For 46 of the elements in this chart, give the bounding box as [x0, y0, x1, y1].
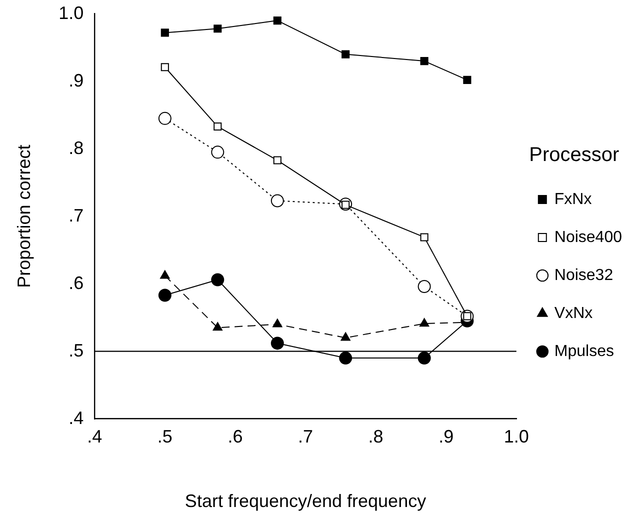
point	[339, 352, 352, 365]
point	[342, 50, 350, 58]
x-tick-label: 1.0	[504, 426, 529, 447]
point	[463, 76, 472, 84]
point	[211, 273, 224, 286]
x-tick-label: .8	[368, 426, 384, 447]
point	[270, 336, 284, 350]
y-axis-title: Proportion correct	[14, 144, 34, 288]
point	[273, 156, 282, 164]
y-tick-label: .8	[68, 138, 84, 158]
y-tick-label: .4	[68, 408, 84, 428]
legend-label: Noise32	[554, 266, 614, 284]
point	[419, 318, 430, 327]
legend-label: Mpulses	[554, 342, 614, 360]
point	[160, 270, 170, 279]
point	[212, 322, 222, 331]
point	[160, 28, 169, 37]
legend-label: FxNx	[554, 190, 592, 208]
x-tick-label: .4	[87, 426, 102, 447]
y-tick-label: .9	[68, 70, 84, 90]
point	[158, 288, 172, 302]
x-tick-label: .5	[157, 426, 172, 447]
point	[420, 233, 428, 242]
point	[272, 318, 282, 328]
x-axis-title: Start frequency/end frequency	[184, 491, 426, 512]
point	[418, 352, 431, 365]
legend-title: Processor	[529, 144, 620, 166]
point	[418, 280, 431, 293]
point	[214, 122, 222, 131]
point	[273, 16, 282, 25]
x-tick-label: .7	[298, 426, 314, 447]
point	[340, 332, 350, 341]
legend-label: VxNx	[554, 304, 593, 322]
point	[214, 24, 222, 33]
point	[420, 57, 428, 66]
point	[270, 194, 284, 208]
point	[160, 63, 169, 72]
y-tick-label: .6	[68, 272, 84, 293]
y-tick-label: 1.0	[58, 2, 84, 23]
point	[158, 112, 172, 125]
point	[211, 146, 224, 159]
x-tick-label: .9	[438, 426, 454, 447]
x-tick-label: .6	[228, 426, 243, 447]
y-tick-label: .5	[68, 340, 84, 360]
legend-label: Noise400	[554, 228, 622, 246]
y-tick-label: .7	[68, 205, 84, 226]
